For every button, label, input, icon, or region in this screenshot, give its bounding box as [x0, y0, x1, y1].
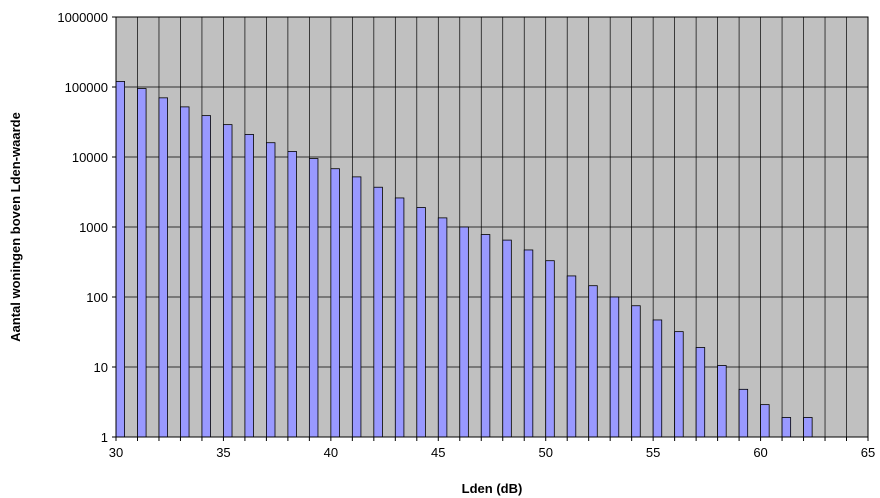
- bar: [180, 106, 190, 438]
- bar: [717, 365, 727, 438]
- bar: [265, 142, 276, 438]
- bar: [652, 319, 663, 438]
- bar: [223, 124, 233, 438]
- bar: [115, 81, 125, 438]
- x-tick-label: 65: [861, 445, 875, 460]
- bar: [244, 134, 254, 438]
- bar: [674, 331, 684, 438]
- x-tick-label: 55: [646, 445, 660, 460]
- bar: [781, 417, 792, 438]
- x-tick-label: 60: [753, 445, 767, 460]
- bars: [115, 81, 813, 438]
- bar: [738, 388, 749, 438]
- bar: [351, 176, 362, 438]
- y-tick-label: 10000: [72, 150, 108, 165]
- bar: [373, 186, 383, 438]
- y-tick-label: 100: [86, 290, 108, 305]
- bar: [201, 115, 211, 438]
- bar: [760, 404, 770, 438]
- bar: [459, 226, 469, 438]
- y-tick-label: 1000000: [57, 10, 108, 25]
- y-axis-title: Aantal woningen boven Lden-waarde: [8, 112, 23, 342]
- bar: [609, 296, 620, 438]
- x-tick-label: 40: [324, 445, 338, 460]
- x-tick-label: 30: [109, 445, 123, 460]
- y-tick-label: 100000: [65, 80, 108, 95]
- bar: [287, 151, 297, 438]
- bar: [566, 275, 577, 438]
- x-tick-label: 45: [431, 445, 445, 460]
- x-tick-label: 35: [216, 445, 230, 460]
- x-tick-label: 50: [538, 445, 552, 460]
- axes: [112, 16, 869, 441]
- bar: [330, 168, 340, 438]
- bar: [803, 417, 813, 438]
- bar: [137, 88, 147, 438]
- bar: [545, 260, 555, 438]
- bar: [631, 305, 641, 438]
- bar: [416, 207, 426, 438]
- bar: [588, 285, 598, 438]
- bar: [394, 197, 405, 438]
- bar: [308, 158, 319, 438]
- tick-labels: 30 35 40 45 50 55 60 65 1 10 100 1000 10000 100000 100…: [57, 10, 875, 460]
- bar: [502, 239, 512, 438]
- bar: [158, 97, 168, 438]
- y-tick-label: 10: [94, 360, 108, 375]
- y-tick-label: 1: [101, 430, 108, 445]
- bar: [695, 347, 706, 438]
- bar: [480, 234, 491, 438]
- x-axis-title: Lden (dB): [462, 481, 523, 496]
- y-tick-label: 1000: [79, 220, 108, 235]
- bar: [437, 217, 448, 438]
- bar: [523, 249, 534, 438]
